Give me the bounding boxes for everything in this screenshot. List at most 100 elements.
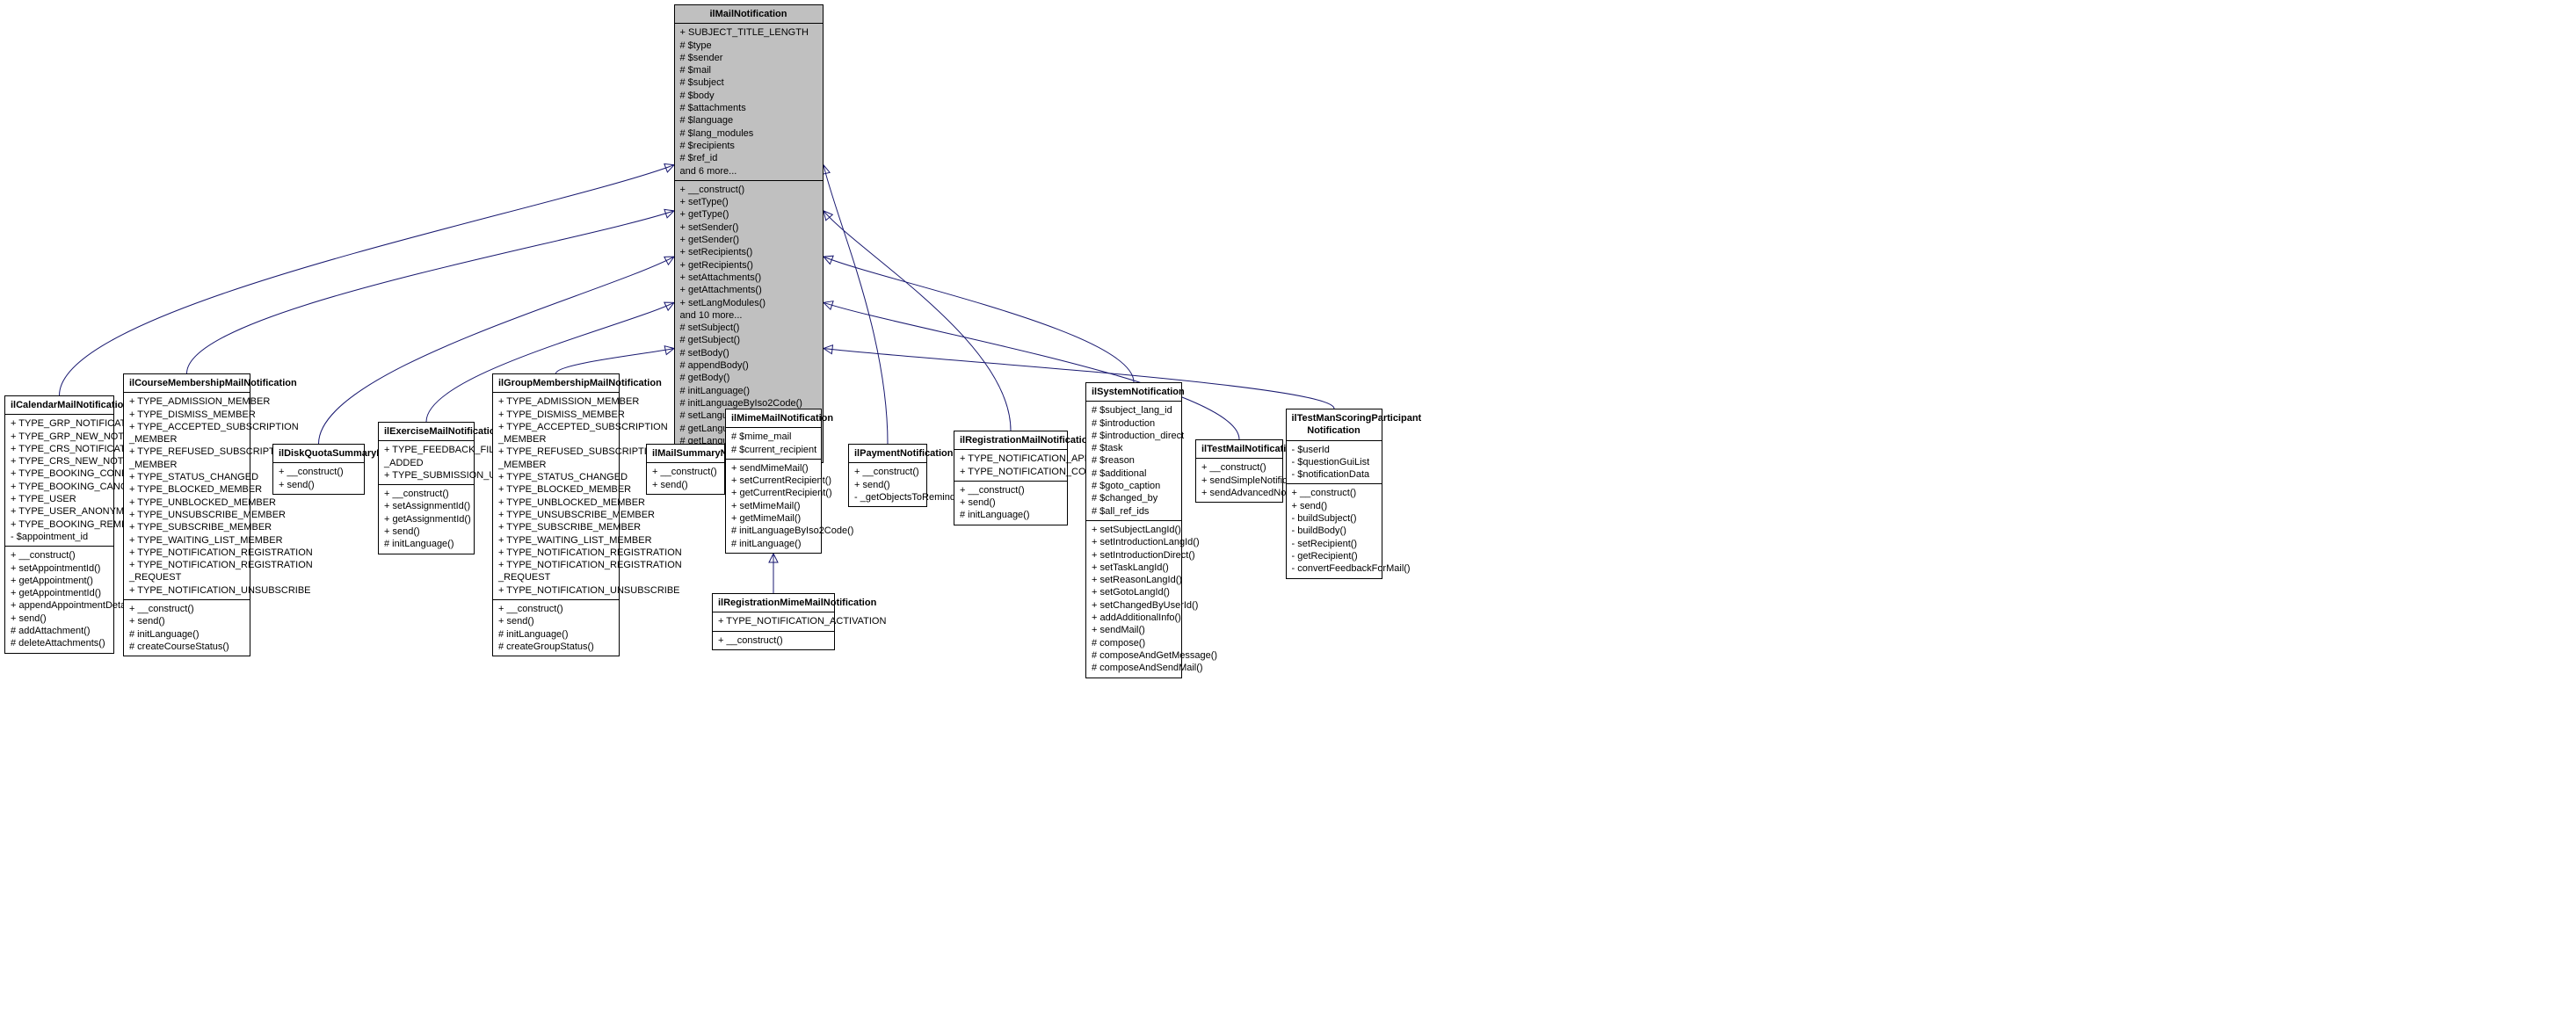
class-member: + TYPE_CRS_NEW_NOTIFICATION xyxy=(11,455,108,467)
class-member: + TYPE_REFUSED_SUBSCRIPTION _MEMBER xyxy=(498,446,613,471)
class-section-1: + __construct()+ setAssignmentId()+ getA… xyxy=(379,485,474,553)
class-member: - setRecipient() xyxy=(1292,538,1376,550)
class-section-0: + SUBJECT_TITLE_LENGTH# $type# $sender # … xyxy=(675,24,823,181)
class-member: + setCurrentRecipient() xyxy=(731,475,816,487)
class-title: ilRegistrationMailNotification xyxy=(954,431,1067,450)
class-member: # initLanguage() xyxy=(384,538,468,550)
class-member: + sendMimeMail() xyxy=(731,462,816,475)
class-member: # $lang_modules xyxy=(680,127,817,140)
class-section-0: + __construct()+ sendSimpleNotification(… xyxy=(1196,459,1282,502)
class-section-1: + __construct()+ setAppointmentId()+ get… xyxy=(5,547,113,652)
class-member: + __construct() xyxy=(652,466,719,478)
uml-class-ilTestMailNotification: ilTestMailNotification+ __construct()+ s… xyxy=(1195,439,1283,503)
class-member: + appendAppointmentDetails() xyxy=(11,599,108,612)
class-member: + __construct() xyxy=(11,549,108,562)
class-member: + __construct() xyxy=(129,603,244,615)
class-section-0: + TYPE_FEEDBACK_FILE _ADDED+ TYPE_SUBMIS… xyxy=(379,441,474,485)
class-member: # deleteAttachments() xyxy=(11,637,108,649)
class-member: + getAttachments() xyxy=(680,284,817,296)
class-member: + TYPE_NOTIFICATION_ACTIVATION xyxy=(718,615,829,627)
class-member: + TYPE_GRP_NEW_NOTIFICATION xyxy=(11,431,108,443)
class-member: + TYPE_USER xyxy=(11,493,108,505)
class-member: + TYPE_NOTIFICATION_UNSUBSCRIBE xyxy=(129,584,244,597)
class-title: ilExerciseMailNotification xyxy=(379,423,474,441)
class-member: + sendMail() xyxy=(1092,624,1176,636)
class-member: + setSubjectLangId() xyxy=(1092,524,1176,536)
class-member: + getCurrentRecipient() xyxy=(731,487,816,499)
class-member: # $mime_mail xyxy=(731,431,816,443)
inheritance-edge xyxy=(824,257,1134,382)
class-member: # initLanguage() xyxy=(731,538,816,550)
uml-class-ilExerciseMailNotification: ilExerciseMailNotification+ TYPE_FEEDBAC… xyxy=(378,422,475,554)
class-member: + __construct() xyxy=(279,466,359,478)
inheritance-edge xyxy=(60,165,675,395)
class-member: # initLanguage() xyxy=(498,628,613,641)
class-section-1: + setSubjectLangId()+ setIntroductionLan… xyxy=(1086,521,1181,678)
class-member: # $reason xyxy=(1092,454,1176,467)
class-member: + TYPE_STATUS_CHANGED xyxy=(498,471,613,483)
class-member: + setAttachments() xyxy=(680,272,817,284)
class-member: # $language xyxy=(680,114,817,127)
uml-class-ilMailSummaryNotification: ilMailSummaryNotification+ __construct()… xyxy=(646,444,725,495)
class-member: - $appointment_id xyxy=(11,531,108,543)
class-member: + TYPE_REFUSED_SUBSCRIPTION _MEMBER xyxy=(129,446,244,471)
class-member: # $recipients xyxy=(680,140,817,152)
class-title: ilGroupMembershipMailNotification xyxy=(493,374,619,393)
class-member: # $attachments xyxy=(680,102,817,114)
class-member: + TYPE_NOTIFICATION_APPROVERS xyxy=(960,453,1062,465)
class-member: + sendAdvancedNotification() xyxy=(1201,487,1277,499)
class-member: + send() xyxy=(1292,500,1376,512)
class-member: + TYPE_WAITING_LIST_MEMBER xyxy=(129,534,244,547)
uml-class-ilMimeMailNotification: ilMimeMailNotification# $mime_mail# $cur… xyxy=(725,409,822,554)
inheritance-edge xyxy=(556,349,675,374)
inheritance-edge xyxy=(824,349,1334,409)
class-member: + TYPE_USER_ANONYMOUS xyxy=(11,505,108,518)
class-member: + TYPE_NOTIFICATION_CONFIRMATION xyxy=(960,466,1062,478)
class-member: and 6 more... xyxy=(680,165,817,178)
class-member: # $type xyxy=(680,40,817,52)
class-section-0: + TYPE_ADMISSION_MEMBER+ TYPE_DISMISS_ME… xyxy=(493,393,619,600)
class-member: + send() xyxy=(129,615,244,627)
class-member: + setGotoLangId() xyxy=(1092,586,1176,598)
class-member: + TYPE_BOOKING_CONFIRMATION xyxy=(11,467,108,480)
class-member: # $changed_by xyxy=(1092,492,1176,504)
class-member: + TYPE_UNSUBSCRIBE_MEMBER xyxy=(129,509,244,521)
class-member: + setTaskLangId() xyxy=(1092,562,1176,574)
class-section-1: + __construct()+ send()# initLanguage()#… xyxy=(124,600,250,656)
class-section-0: + __construct()+ send() xyxy=(647,463,724,494)
class-member: # initLanguage() xyxy=(129,628,244,641)
class-member: # $sender xyxy=(680,52,817,64)
class-member: # setSubject() xyxy=(680,322,817,334)
class-member: # composeAndSendMail() xyxy=(1092,662,1176,674)
class-section-1: + __construct()+ send()# initLanguage()#… xyxy=(493,600,619,656)
class-title: ilPaymentNotification xyxy=(849,445,926,463)
class-member: # getSubject() xyxy=(680,334,817,346)
class-member: + __construct() xyxy=(1201,461,1277,474)
class-member: + TYPE_BOOKING_REMINDER xyxy=(11,518,108,531)
inheritance-edge xyxy=(824,165,888,444)
class-member: # appendBody() xyxy=(680,359,817,372)
class-member: + getRecipients() xyxy=(680,259,817,272)
class-member: and 10 more... xyxy=(680,309,817,322)
class-member: # initLanguageByIso2Code() xyxy=(731,525,816,537)
class-member: + sendSimpleNotification() xyxy=(1201,475,1277,487)
class-member: + send() xyxy=(498,615,613,627)
class-member: + TYPE_WAITING_LIST_MEMBER xyxy=(498,534,613,547)
class-member: + __construct() xyxy=(498,603,613,615)
class-title: ilTestManScoringParticipant Notification xyxy=(1287,409,1382,441)
class-member: - getRecipient() xyxy=(1292,550,1376,562)
class-member: # $all_ref_ids xyxy=(1092,505,1176,518)
class-member: + __construct() xyxy=(384,488,468,500)
class-member: + getAppointment() xyxy=(11,575,108,587)
class-member: + TYPE_BLOCKED_MEMBER xyxy=(129,483,244,496)
class-member: # $current_recipient xyxy=(731,444,816,456)
class-member: - _getObjectsToRemind() xyxy=(854,491,921,504)
class-member: + SUBJECT_TITLE_LENGTH xyxy=(680,26,817,39)
uml-class-ilSystemNotification: ilSystemNotification# $subject_lang_id# … xyxy=(1085,382,1182,678)
class-member: + getSender() xyxy=(680,234,817,246)
class-member: # compose() xyxy=(1092,637,1176,649)
class-member: # initLanguage() xyxy=(960,509,1062,521)
class-member: + setMimeMail() xyxy=(731,500,816,512)
class-section-0: + __construct()+ send() xyxy=(273,463,364,494)
class-member: + TYPE_DISMISS_MEMBER xyxy=(498,409,613,421)
